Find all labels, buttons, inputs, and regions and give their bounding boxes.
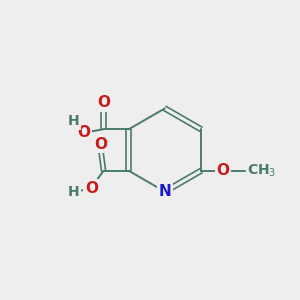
Text: CH$_3$: CH$_3$ — [247, 163, 276, 179]
Text: N: N — [158, 184, 171, 199]
Text: O: O — [97, 95, 110, 110]
Text: O: O — [94, 136, 107, 152]
Text: H: H — [68, 184, 80, 199]
Text: O: O — [217, 163, 230, 178]
Text: O: O — [85, 181, 98, 196]
Text: O: O — [78, 125, 91, 140]
Text: H: H — [68, 114, 80, 128]
